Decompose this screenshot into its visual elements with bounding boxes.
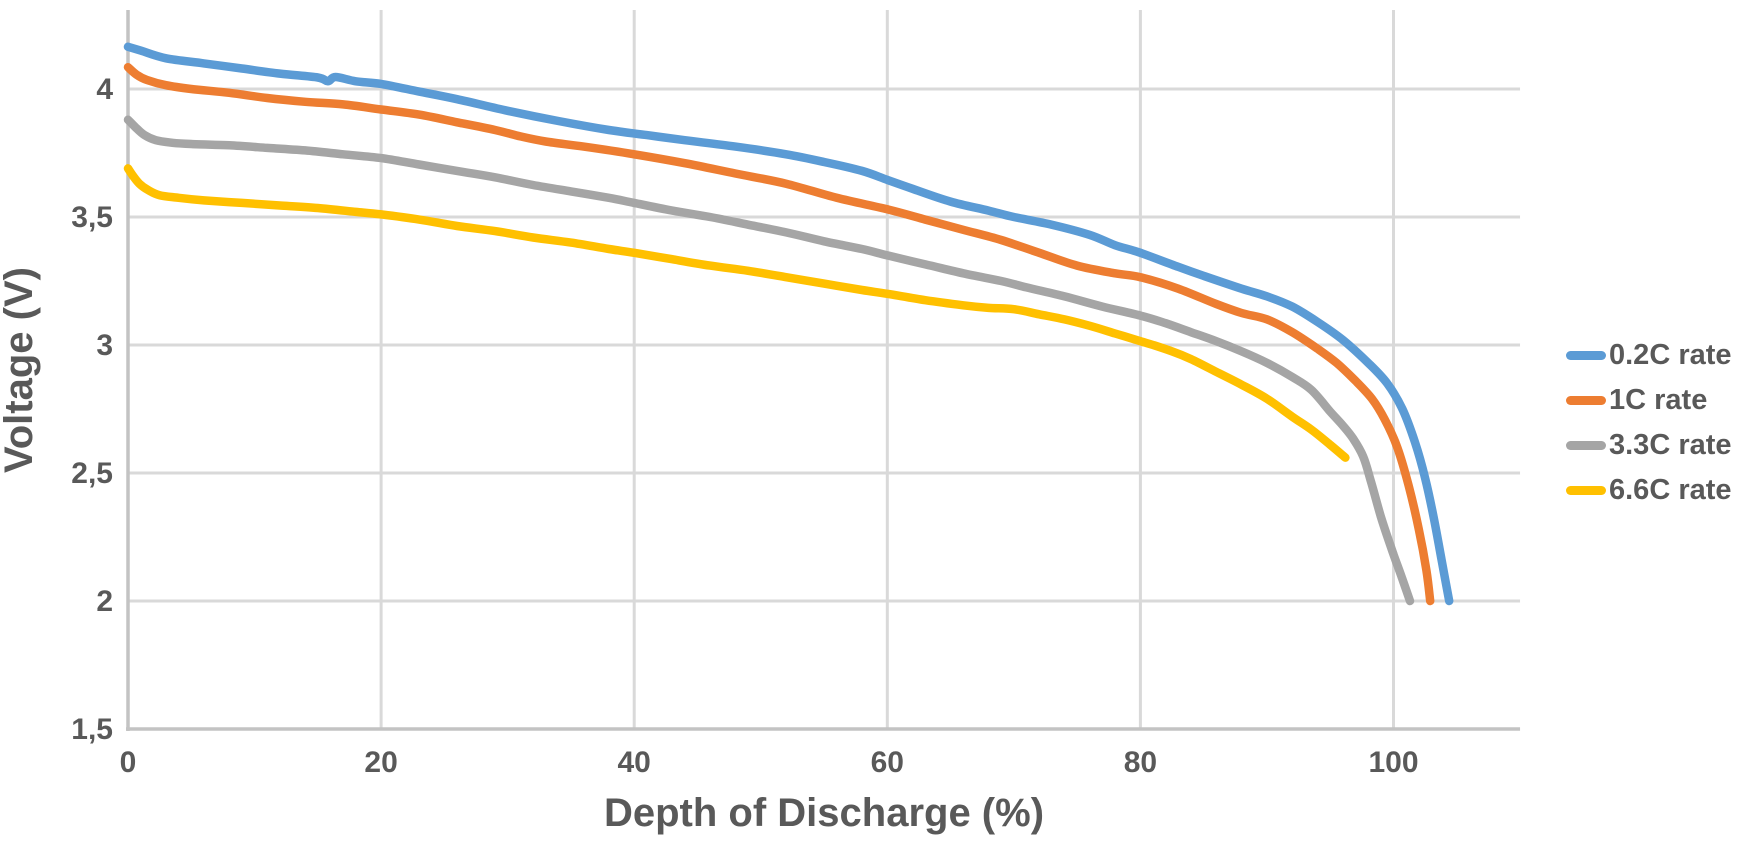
gridlines xyxy=(128,10,1521,729)
axes xyxy=(126,10,1521,731)
x-tick-label-40: 40 xyxy=(618,746,651,779)
legend-swatch-6.6c-rate xyxy=(1566,486,1606,495)
y-tick-label-4: 4 xyxy=(96,73,113,106)
series-line-6.6c-rate xyxy=(123,164,1350,462)
x-tick-label-60: 60 xyxy=(871,746,904,779)
legend: 0.2C rate 1C rate 3.3C rate 6.6C rate xyxy=(1566,333,1732,513)
y-tick-label-2: 2 xyxy=(96,585,113,618)
legend-item-6.6c-rate: 6.6C rate xyxy=(1566,468,1732,513)
y-tick-label-3: 3 xyxy=(96,329,113,362)
legend-label-0.2c-rate: 0.2C rate xyxy=(1609,339,1732,371)
legend-label-1c-rate: 1C rate xyxy=(1609,384,1708,416)
x-tick-label-20: 20 xyxy=(364,746,397,779)
x-tick-label-80: 80 xyxy=(1124,746,1157,779)
tick-labels: 0 20 40 60 80 100 1,5 2 2,5 3 3,5 4 xyxy=(71,73,1418,779)
series-line-1c-rate xyxy=(123,62,1435,606)
legend-item-1c-rate: 1C rate xyxy=(1566,378,1732,423)
legend-item-3.3c-rate: 3.3C rate xyxy=(1566,423,1732,468)
series-line-0.2c-rate xyxy=(123,42,1454,606)
y-tick-label-2,5: 2,5 xyxy=(71,457,113,490)
legend-swatch-3.3c-rate xyxy=(1566,441,1606,450)
series-lines xyxy=(123,42,1454,606)
legend-item-0.2c-rate: 0.2C rate xyxy=(1566,333,1732,378)
x-axis-title: Depth of Discharge (%) xyxy=(604,791,1044,835)
legend-label-6.6c-rate: 6.6C rate xyxy=(1609,474,1732,506)
legend-swatch-1c-rate xyxy=(1566,396,1606,405)
y-axis-title: Voltage (V) xyxy=(0,267,41,473)
series-line-3.3c-rate xyxy=(123,115,1415,606)
legend-label-3.3c-rate: 3.3C rate xyxy=(1609,429,1732,461)
x-tick-label-0: 0 xyxy=(120,746,137,779)
y-tick-label-3,5: 3,5 xyxy=(71,201,113,234)
y-tick-label-1,5: 1,5 xyxy=(71,713,113,746)
legend-swatch-0.2c-rate xyxy=(1566,351,1606,360)
x-tick-label-100: 100 xyxy=(1368,746,1418,779)
